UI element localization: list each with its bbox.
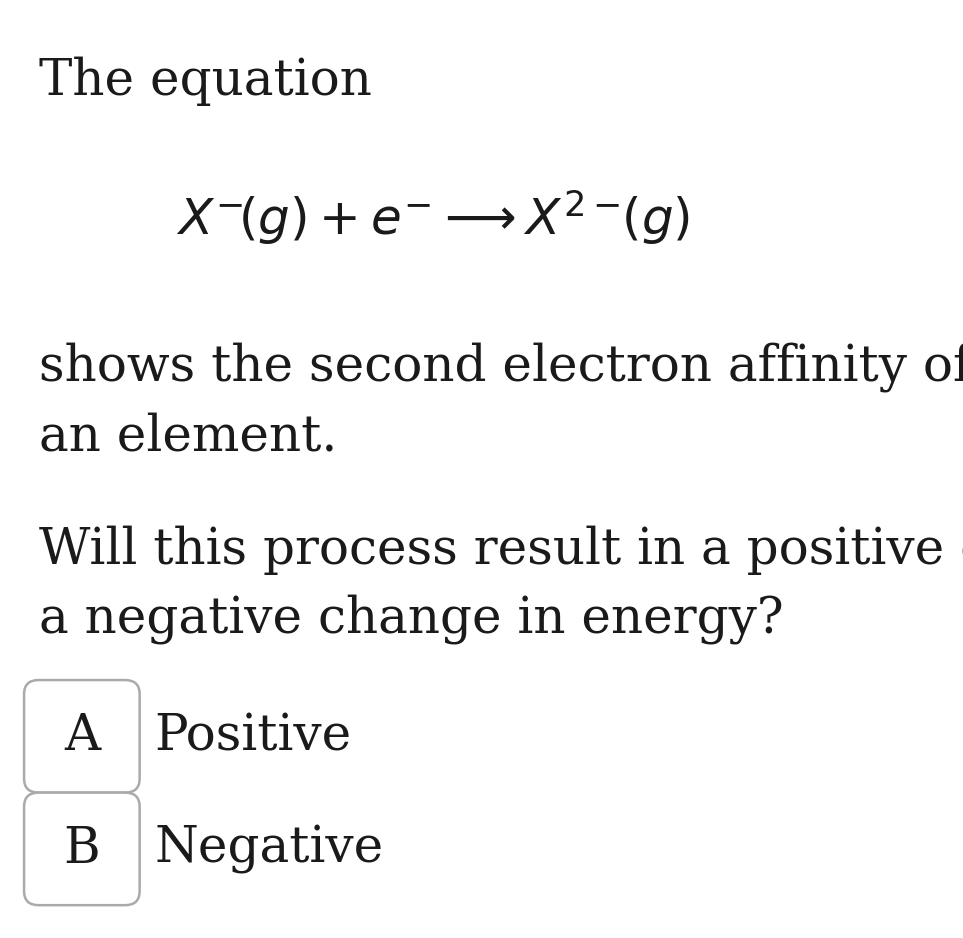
Text: Negative: Negative — [154, 825, 383, 873]
FancyBboxPatch shape — [24, 680, 140, 793]
Text: $X^{-}\!(g) + e^{-} \longrightarrow X^{2-}\!(g)$: $X^{-}\!(g) + e^{-} \longrightarrow X^{2… — [176, 188, 690, 247]
Text: B: B — [64, 825, 100, 873]
Text: The equation: The equation — [39, 56, 372, 106]
FancyBboxPatch shape — [24, 793, 140, 905]
Text: Positive: Positive — [154, 712, 351, 761]
Text: Will this process result in a positive or
a negative change in energy?: Will this process result in a positive o… — [39, 525, 963, 643]
Text: A: A — [64, 712, 100, 761]
Text: shows the second electron affinity of
an element.: shows the second electron affinity of an… — [39, 342, 963, 461]
